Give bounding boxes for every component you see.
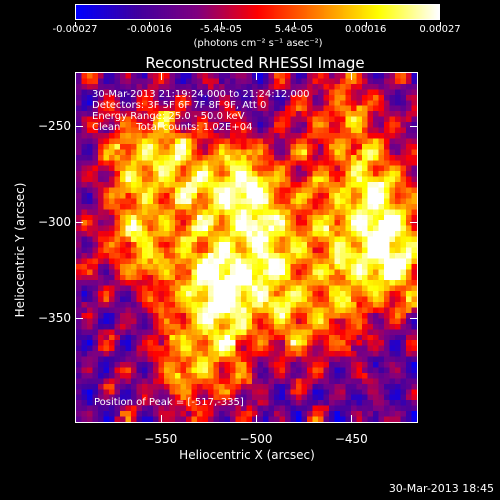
colorbar-tick <box>440 22 441 27</box>
y-tick-label: −350 <box>38 310 71 325</box>
x-tick-label: −500 <box>239 432 273 446</box>
plot-area <box>75 72 418 423</box>
colorbar-tick <box>75 22 76 27</box>
y-axis-label: Heliocentric Y (arcsec) <box>13 182 27 318</box>
chart-title: Reconstructed RHESSI Image <box>145 54 365 72</box>
plot-timestamp: 30-Mar-2013 18:45 <box>388 482 494 495</box>
y-tick-label: −300 <box>38 214 71 229</box>
y-tick-label: −250 <box>38 118 71 133</box>
x-tick-bottom <box>351 415 353 423</box>
colorbar-tick <box>221 22 222 27</box>
x-tick-label: −450 <box>334 432 368 446</box>
colorbar <box>75 4 440 20</box>
y-tick-right <box>410 221 418 223</box>
info-time-range: 30-Mar-2013 21:19:24.000 to 21:24:12.000 <box>92 89 310 100</box>
y-tick-left <box>75 317 83 319</box>
colorbar-tick-label: 0.00016 <box>344 24 387 35</box>
x-axis-label: Heliocentric X (arcsec) <box>179 448 315 462</box>
info-total-counts: Clean Total counts: 1.02E+04 <box>92 122 253 133</box>
x-tick-top <box>160 72 162 80</box>
colorbar-tick-label: 0.00027 <box>419 24 461 35</box>
y-tick-right <box>410 125 418 127</box>
colorbar-tick-label: -0.00016 <box>126 24 172 35</box>
colorbar-units: (photons cm⁻² s⁻¹ asec⁻²) <box>193 38 323 49</box>
colorbar-tick <box>294 22 295 27</box>
colorbar-tick-label: 5.4e-05 <box>274 24 314 35</box>
colorbar-tick-label: -5.4e-05 <box>200 24 242 35</box>
info-detectors: Detectors: 3F 5F 6F 7F 8F 9F, Att 0 <box>92 100 267 111</box>
y-tick-left <box>75 125 83 127</box>
colorbar-tick <box>365 22 367 27</box>
colorbar-tick-label: -0.00027 <box>52 24 98 35</box>
heatmap-image <box>76 73 417 422</box>
x-tick-bottom <box>256 415 258 423</box>
info-peak-position: Position of Peak = [-517,-335] <box>94 397 244 408</box>
x-tick-top <box>256 72 258 80</box>
colorbar-tick <box>149 22 151 27</box>
x-tick-label: −550 <box>144 432 178 446</box>
x-tick-bottom <box>160 415 162 423</box>
x-tick-top <box>351 72 353 80</box>
info-energy-range: Energy Range: 25.0 - 50.0 keV <box>92 111 245 122</box>
y-tick-right <box>410 317 418 319</box>
y-tick-left <box>75 221 83 223</box>
